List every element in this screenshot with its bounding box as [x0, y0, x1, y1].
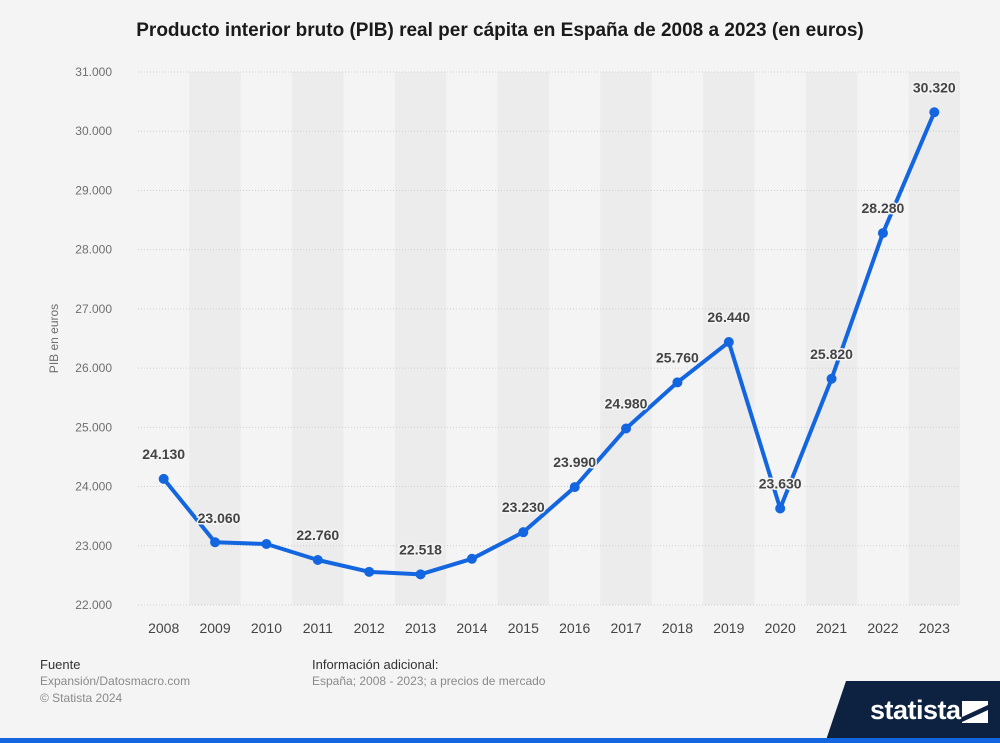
x-tick-label: 2018: [662, 620, 693, 636]
bottom-accent-line: [0, 738, 1000, 743]
x-tick-label: 2013: [405, 620, 436, 636]
x-tick-label: 2021: [816, 620, 847, 636]
x-tick-label: 2022: [867, 620, 898, 636]
data-point: [929, 107, 940, 118]
data-point: [723, 337, 734, 348]
data-label: 30.320: [913, 79, 956, 95]
data-label: 23.630: [759, 475, 802, 491]
data-point: [415, 569, 426, 580]
source-line-2: © Statista 2024: [40, 691, 123, 705]
x-tick-label: 2020: [765, 620, 796, 636]
x-tick-label: 2023: [919, 620, 950, 636]
x-tick-label: 2016: [559, 620, 590, 636]
x-tick-label: 2011: [303, 620, 333, 636]
data-point: [210, 537, 221, 548]
column-band: [600, 72, 652, 605]
x-tick-label: 2019: [713, 620, 744, 636]
data-label: 24.980: [605, 396, 648, 412]
source-line-1: Expansión/Datosmacro.com: [40, 674, 191, 688]
data-label: 23.230: [502, 499, 545, 515]
y-tick-label: 28.000: [75, 243, 112, 257]
y-tick-label: 26.000: [75, 361, 112, 375]
data-point: [877, 228, 888, 239]
x-tick-label: 2009: [199, 620, 230, 636]
y-tick-label: 31.000: [75, 65, 112, 79]
column-band: [292, 72, 344, 605]
data-label: 24.130: [142, 446, 185, 462]
column-band: [805, 72, 858, 605]
data-point: [826, 373, 837, 384]
data-point: [775, 503, 786, 514]
statista-wordmark: statista: [870, 695, 961, 725]
data-label: 25.820: [810, 346, 853, 362]
data-point: [672, 377, 683, 388]
column-band: [908, 72, 960, 605]
x-tick-label: 2014: [456, 620, 487, 636]
line-chart: 22.000 23.000 24.000 25.000 26.000 27.000 28.0…: [47, 65, 960, 636]
data-label: 28.280: [862, 200, 905, 216]
y-tick-label: 24.000: [75, 480, 112, 494]
statista-logo[interactable]: statista: [825, 681, 1000, 743]
data-point: [466, 553, 477, 564]
y-tick-label: 29.000: [75, 183, 112, 197]
data-point: [518, 527, 529, 538]
info-block: Información adicional: España; 2008 - 20…: [312, 656, 545, 690]
data-label: 23.060: [198, 510, 241, 526]
data-point: [621, 423, 632, 434]
data-point: [364, 566, 375, 577]
data-label: 22.518: [399, 541, 442, 557]
column-band: [497, 72, 549, 605]
y-tick-label: 30.000: [75, 124, 112, 138]
x-tick-label: 2012: [354, 620, 385, 636]
info-text: España; 2008 - 2023; a precios de mercad…: [312, 674, 546, 688]
data-label: 25.760: [656, 349, 699, 365]
y-tick-label: 22.000: [75, 598, 112, 612]
source-block: Fuente Expansión/Datosmacro.com © Statis…: [40, 656, 190, 707]
column-band: [394, 72, 447, 605]
data-label: 23.990: [553, 454, 596, 470]
series-line: [161, 110, 937, 577]
column-band: [189, 72, 241, 605]
data-point: [569, 482, 580, 493]
x-tick-label: 2017: [610, 620, 641, 636]
y-tick-label: 23.000: [75, 539, 112, 553]
y-tick-label: 25.000: [75, 420, 112, 434]
x-tick-label: 2008: [148, 620, 179, 636]
y-axis-title: PIB en euros: [47, 304, 61, 373]
data-label: 26.440: [707, 309, 750, 325]
data-point: [312, 554, 323, 565]
chart-title: Producto interior bruto (PIB) real per c…: [136, 20, 864, 41]
y-tick-label: 27.000: [75, 302, 112, 316]
data-label: 22.760: [296, 527, 339, 543]
source-heading: Fuente: [40, 657, 81, 672]
statista-mark-icon: [962, 701, 988, 723]
x-tick-label: 2010: [251, 620, 282, 636]
data-point: [261, 539, 272, 550]
info-heading: Información adicional:: [312, 657, 439, 672]
x-tick-label: 2015: [508, 620, 539, 636]
data-point: [158, 473, 169, 484]
